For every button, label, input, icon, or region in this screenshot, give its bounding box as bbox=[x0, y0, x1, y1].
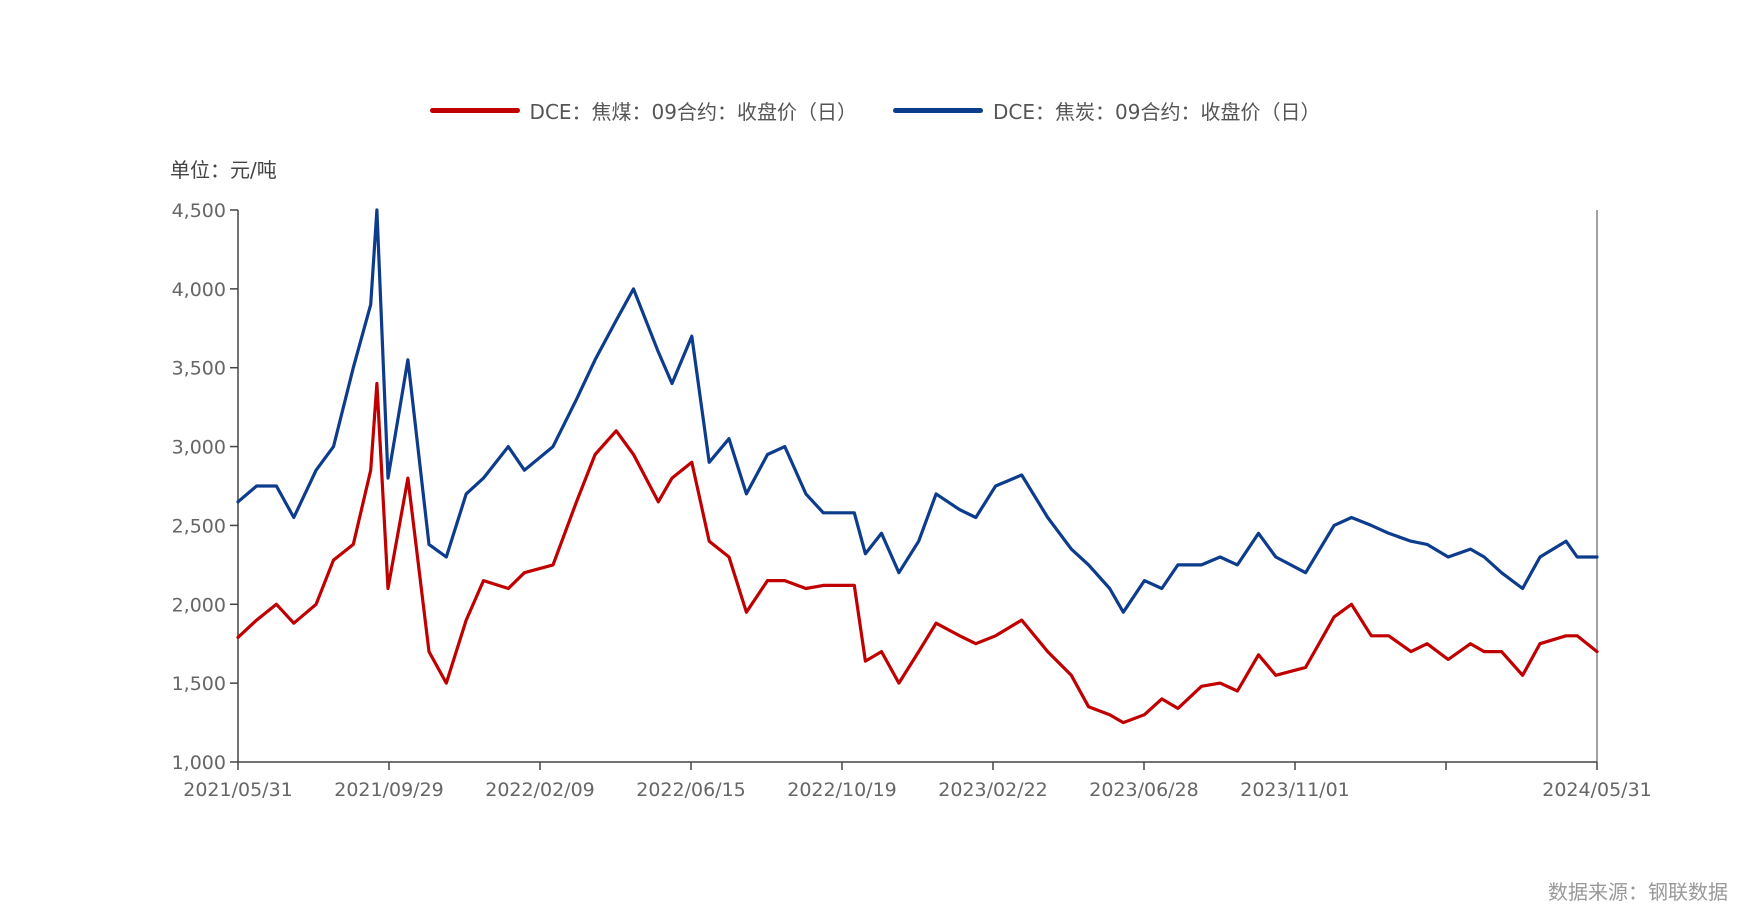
x-tick-label: 2022/06/15 bbox=[636, 779, 746, 801]
x-tick-label: 2023/02/22 bbox=[938, 779, 1048, 801]
series-line-coking-coal bbox=[236, 381, 1599, 725]
legend-swatch-coke bbox=[893, 108, 983, 113]
x-tick-label: 2022/02/09 bbox=[485, 779, 595, 801]
x-tick-label: 2021/09/29 bbox=[334, 779, 444, 801]
x-tick-label: 2021/05/31 bbox=[183, 779, 293, 801]
x-tick-label: 2022/10/19 bbox=[787, 779, 897, 801]
legend-label-coke: DCE：焦炭：09合约：收盘价（日） bbox=[993, 100, 1321, 124]
legend: DCE：焦煤：09合约：收盘价（日） DCE：焦炭：09合约：收盘价（日） bbox=[0, 96, 1750, 125]
series-line-coke bbox=[236, 208, 1599, 614]
y-tick-label: 3,000 bbox=[172, 437, 226, 459]
legend-swatch-coking-coal bbox=[429, 108, 520, 113]
legend-item-coke[interactable]: DCE：焦炭：09合约：收盘价（日） bbox=[893, 96, 1320, 125]
unit-label: 单位：元/吨 bbox=[170, 158, 277, 182]
y-tick-label: 4,500 bbox=[172, 200, 226, 222]
legend-label-coking-coal: DCE：焦煤：09合约：收盘价（日） bbox=[529, 100, 857, 124]
y-tick-label: 2,500 bbox=[172, 515, 226, 537]
y-tick-label: 2,000 bbox=[172, 594, 226, 616]
y-tick-label: 1,000 bbox=[172, 752, 226, 774]
y-tick-label: 3,500 bbox=[172, 358, 226, 380]
x-tick-label: 2024/05/31 bbox=[1542, 779, 1652, 801]
y-tick-label: 1,500 bbox=[172, 673, 226, 695]
data-source: 数据来源：钢联数据 bbox=[1548, 880, 1728, 904]
legend-item-coking-coal[interactable]: DCE：焦煤：09合约：收盘价（日） bbox=[429, 96, 857, 125]
y-tick-label: 4,000 bbox=[172, 279, 226, 301]
x-tick-label: 2023/11/01 bbox=[1240, 779, 1350, 801]
x-tick-label: 2023/06/28 bbox=[1089, 779, 1199, 801]
